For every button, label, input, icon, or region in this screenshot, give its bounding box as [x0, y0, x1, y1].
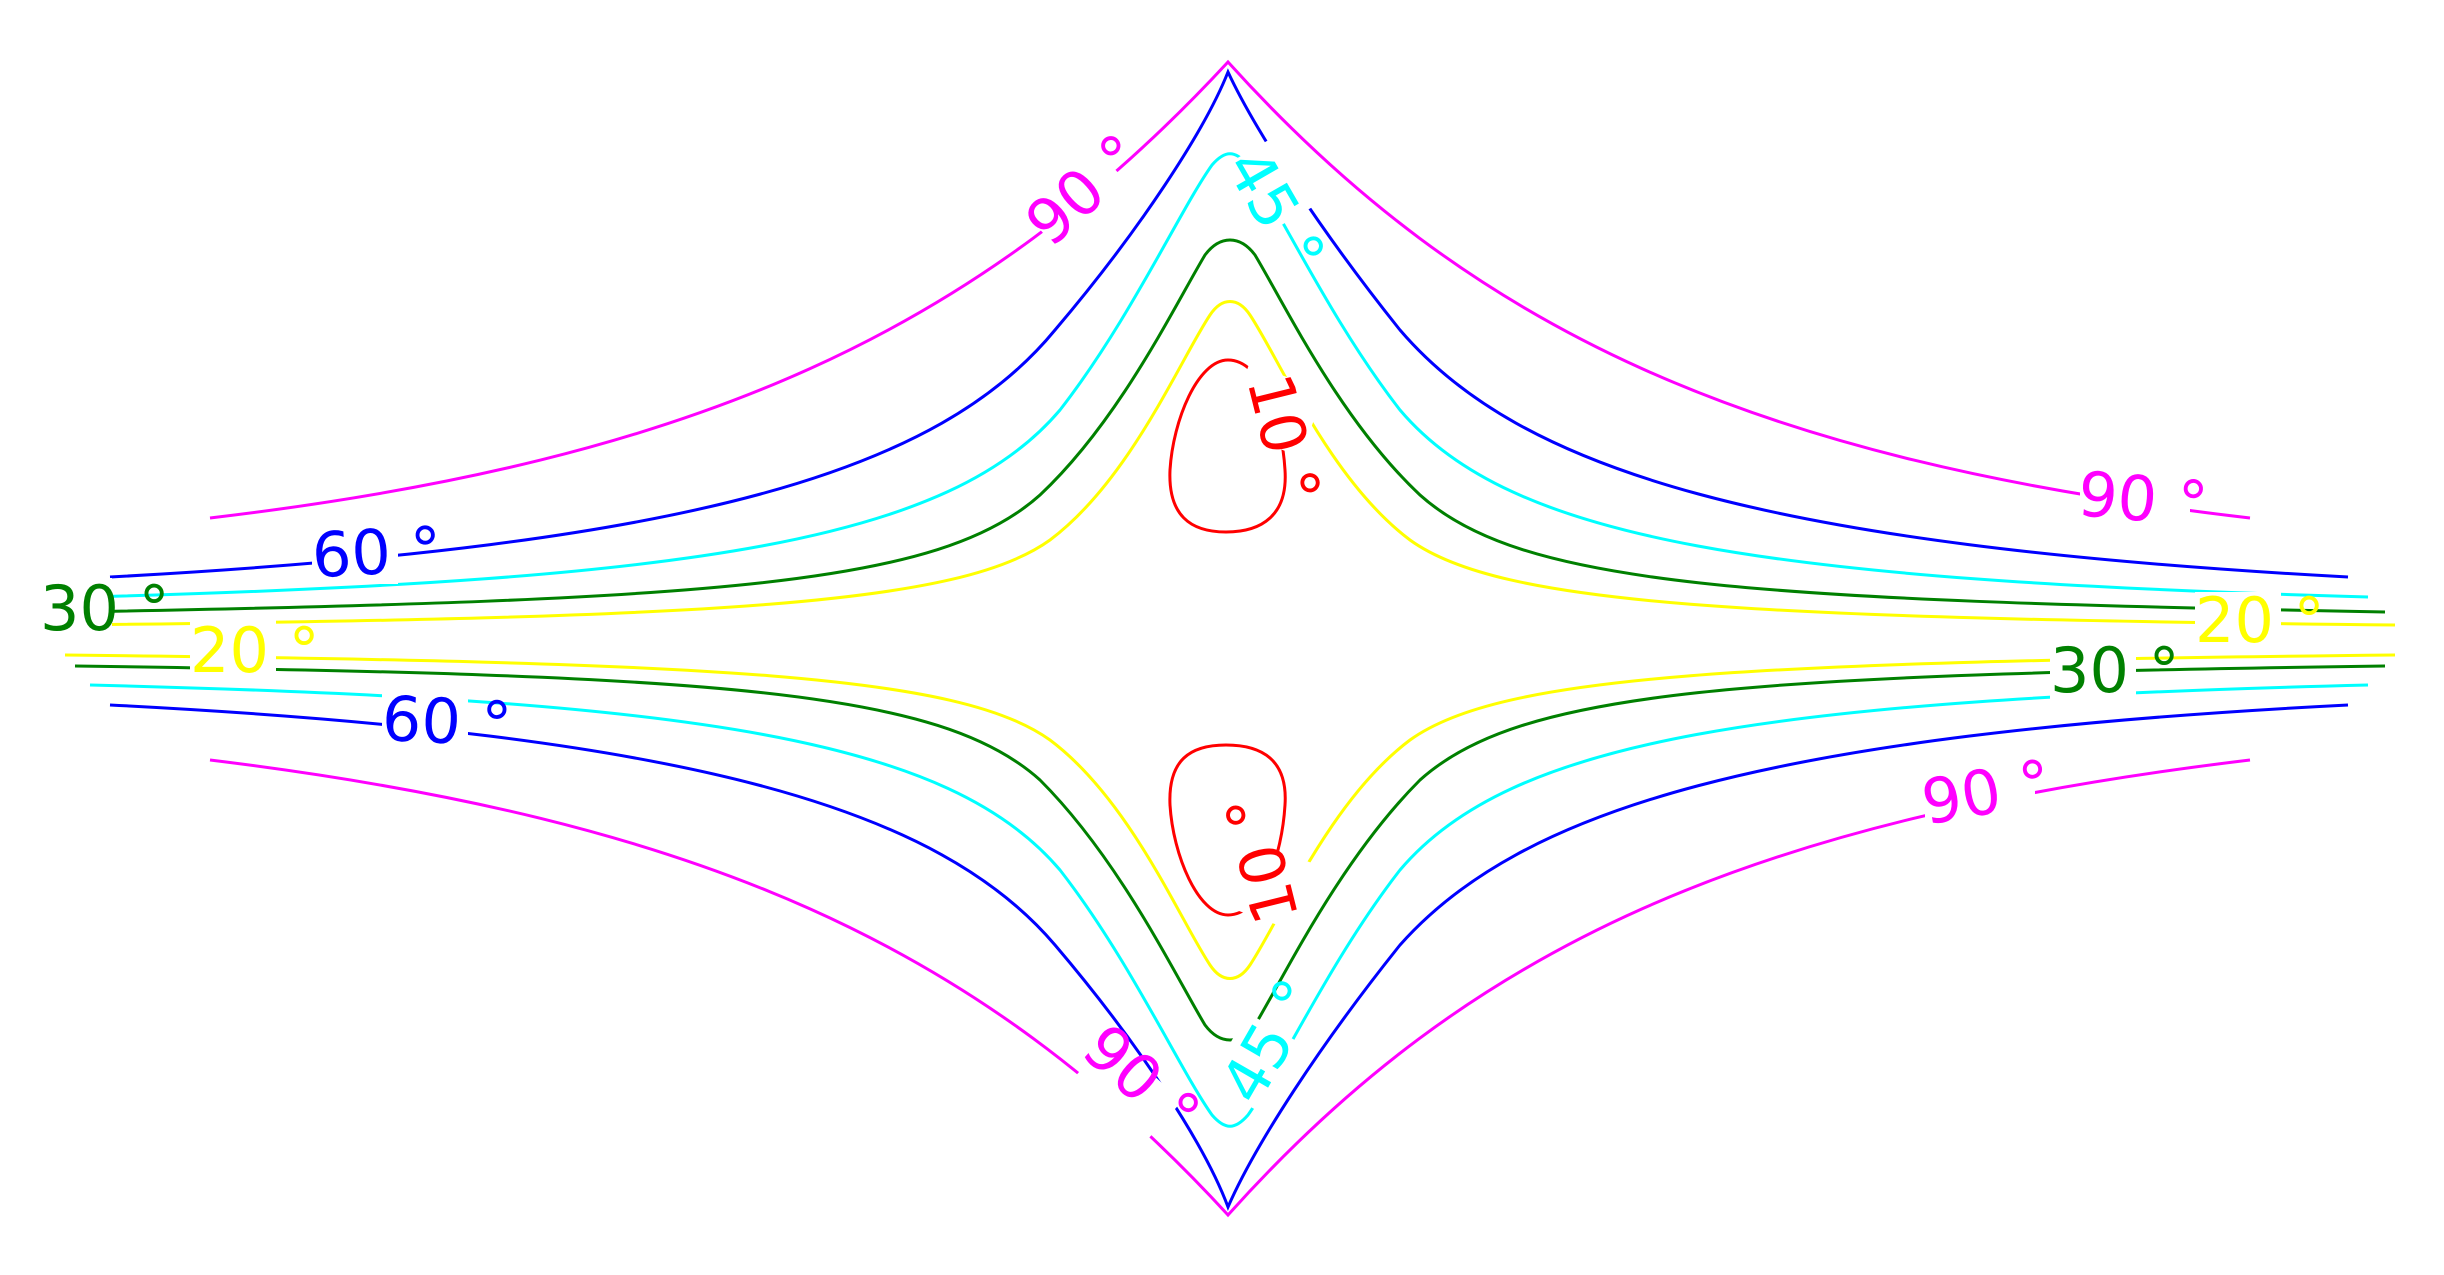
contour-90-upper — [209, 59, 2251, 520]
label-30-right: 30 ° — [2050, 634, 2180, 707]
label-masks — [40, 121, 2281, 1154]
label-20-right: 20 ° — [2195, 584, 2325, 657]
label-90-lower-right: 90 ° — [1916, 745, 2056, 839]
contour-30-lower — [74, 664, 2386, 1042]
contour-30-upper — [74, 238, 2386, 614]
contour-60-lower — [109, 703, 2349, 1212]
contour-10-lower-loop — [1168, 743, 1287, 917]
label-30-left: 30 ° — [40, 572, 170, 645]
label-90-upper-right: 90 ° — [2075, 457, 2210, 541]
label-60-left-lower: 60 ° — [380, 682, 513, 762]
contour-20-lower — [64, 653, 2396, 980]
label-45-top: 45 ° — [1212, 136, 1340, 285]
contour-60-upper — [109, 68, 2349, 579]
contour-45-upper — [89, 152, 2369, 599]
contour-20-upper — [64, 300, 2396, 627]
label-10-top: 10 ° — [1233, 367, 1335, 510]
label-20-left: 20 ° — [190, 614, 320, 687]
contour-45-lower — [89, 683, 2369, 1128]
label-10-bottom: 10 ° — [1211, 788, 1313, 931]
contour-90-lower — [209, 758, 2251, 1218]
label-60-left: 60 ° — [310, 513, 443, 593]
